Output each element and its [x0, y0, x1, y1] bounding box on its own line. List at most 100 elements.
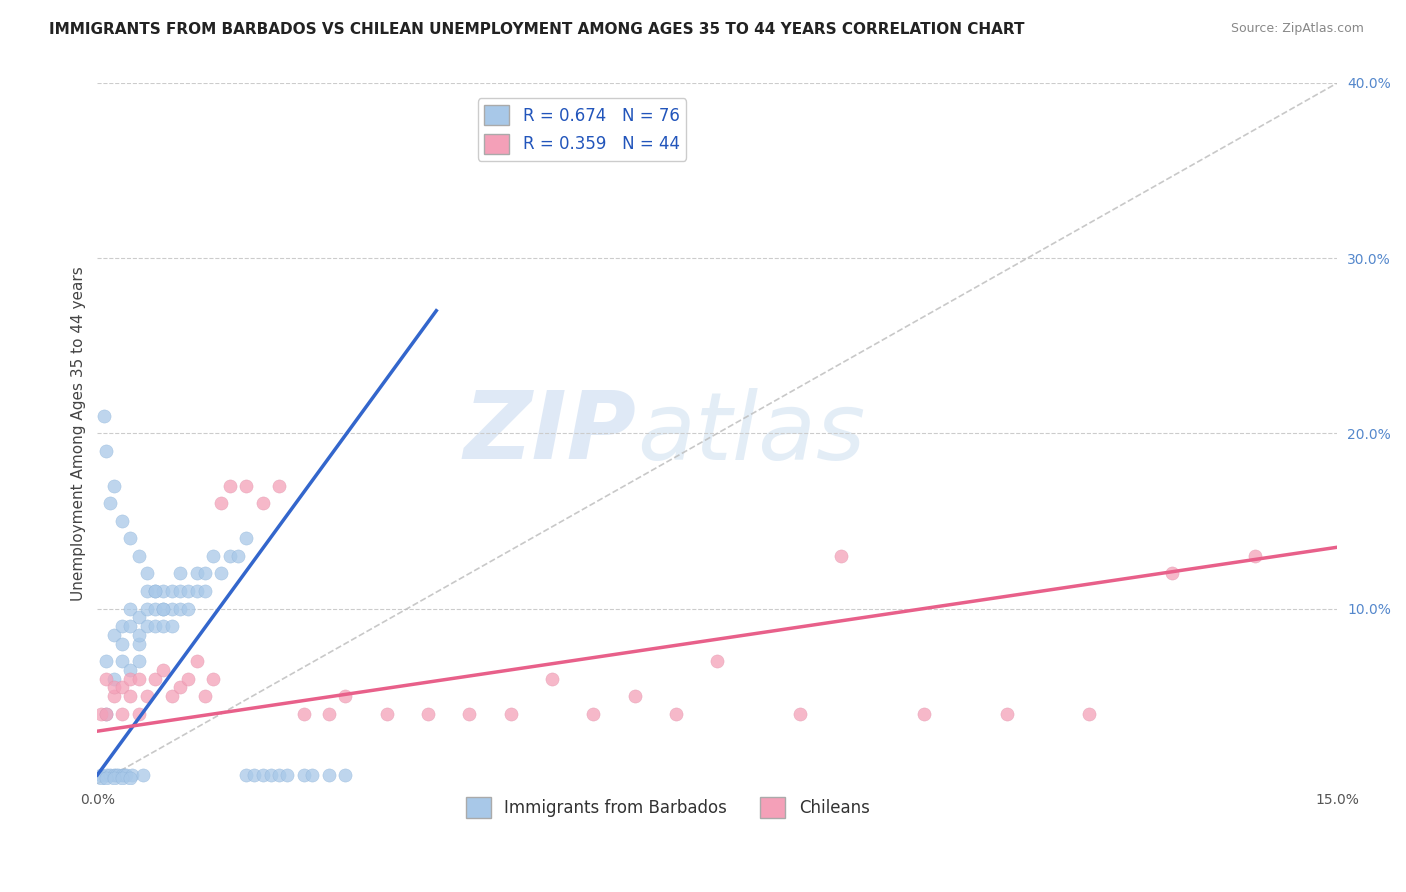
Point	[128, 636, 150, 650]
Point	[115, 768, 138, 782]
Point	[93, 409, 115, 423]
Point	[194, 566, 217, 581]
Text: ZIP: ZIP	[464, 387, 637, 479]
Point	[94, 672, 117, 686]
Point	[209, 566, 232, 581]
Point	[226, 549, 249, 563]
Point	[94, 706, 117, 721]
Point	[128, 549, 150, 563]
Point	[143, 619, 166, 633]
Point	[209, 496, 232, 510]
Point	[152, 663, 174, 677]
Point	[94, 772, 117, 786]
Point	[235, 532, 257, 546]
Point	[152, 619, 174, 633]
Point	[912, 706, 935, 721]
Point	[830, 549, 852, 563]
Point	[111, 654, 134, 668]
Point	[132, 768, 155, 782]
Point	[177, 672, 200, 686]
Point	[96, 768, 118, 782]
Point	[143, 672, 166, 686]
Point	[160, 584, 183, 599]
Point	[186, 654, 208, 668]
Point	[416, 706, 439, 721]
Point	[136, 601, 159, 615]
Point	[177, 601, 200, 615]
Point	[103, 768, 125, 782]
Point	[292, 706, 315, 721]
Point	[120, 772, 142, 786]
Point	[318, 768, 340, 782]
Point	[194, 584, 217, 599]
Point	[120, 601, 142, 615]
Point	[90, 706, 112, 721]
Point	[665, 706, 688, 721]
Point	[136, 566, 159, 581]
Point	[136, 584, 159, 599]
Point	[103, 681, 125, 695]
Point	[143, 584, 166, 599]
Point	[582, 706, 605, 721]
Point	[120, 532, 142, 546]
Point	[335, 689, 357, 703]
Point	[301, 768, 323, 782]
Point	[252, 496, 274, 510]
Point	[143, 584, 166, 599]
Point	[202, 549, 225, 563]
Point	[186, 584, 208, 599]
Point	[1161, 566, 1184, 581]
Point	[541, 672, 564, 686]
Text: IMMIGRANTS FROM BARBADOS VS CHILEAN UNEMPLOYMENT AMONG AGES 35 TO 44 YEARS CORRE: IMMIGRANTS FROM BARBADOS VS CHILEAN UNEM…	[49, 22, 1025, 37]
Point	[111, 772, 134, 786]
Point	[235, 768, 257, 782]
Point	[499, 706, 522, 721]
Point	[169, 584, 191, 599]
Point	[789, 706, 811, 721]
Point	[103, 628, 125, 642]
Point	[458, 706, 481, 721]
Legend: Immigrants from Barbados, Chileans: Immigrants from Barbados, Chileans	[460, 791, 876, 824]
Point	[94, 654, 117, 668]
Point	[169, 681, 191, 695]
Point	[202, 672, 225, 686]
Point	[107, 768, 129, 782]
Point	[136, 619, 159, 633]
Point	[1243, 549, 1265, 563]
Point	[1078, 706, 1101, 721]
Point	[120, 663, 142, 677]
Point	[128, 706, 150, 721]
Point	[143, 601, 166, 615]
Point	[194, 689, 217, 703]
Point	[160, 619, 183, 633]
Text: Source: ZipAtlas.com: Source: ZipAtlas.com	[1230, 22, 1364, 36]
Point	[218, 549, 240, 563]
Point	[111, 681, 134, 695]
Point	[111, 768, 134, 782]
Point	[98, 768, 121, 782]
Point	[103, 772, 125, 786]
Point	[243, 768, 266, 782]
Point	[292, 768, 315, 782]
Point	[152, 601, 174, 615]
Point	[111, 619, 134, 633]
Point	[160, 689, 183, 703]
Point	[111, 636, 134, 650]
Point	[120, 689, 142, 703]
Point	[94, 443, 117, 458]
Point	[269, 768, 291, 782]
Point	[103, 479, 125, 493]
Point	[104, 768, 127, 782]
Point	[152, 584, 174, 599]
Point	[252, 768, 274, 782]
Point	[177, 584, 200, 599]
Point	[128, 628, 150, 642]
Point	[235, 479, 257, 493]
Point	[706, 654, 728, 668]
Point	[120, 672, 142, 686]
Point	[111, 514, 134, 528]
Point	[111, 706, 134, 721]
Point	[120, 619, 142, 633]
Point	[623, 689, 645, 703]
Y-axis label: Unemployment Among Ages 35 to 44 years: Unemployment Among Ages 35 to 44 years	[72, 266, 86, 600]
